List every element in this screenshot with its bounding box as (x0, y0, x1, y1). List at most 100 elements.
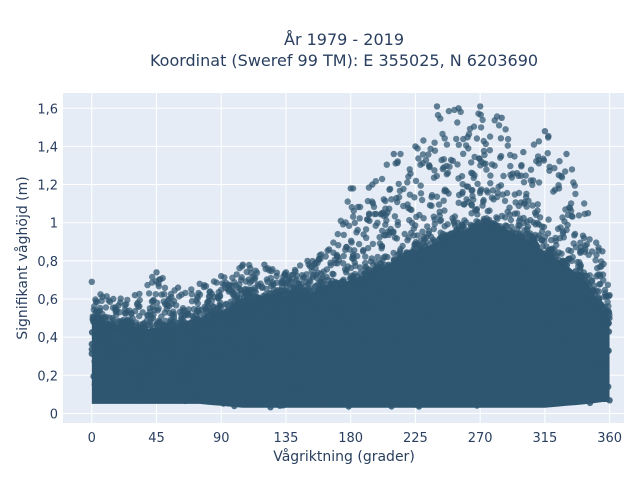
scatter-point (374, 253, 381, 261)
scatter-point (583, 329, 591, 337)
scatter-point (327, 262, 334, 269)
scatter-point (153, 321, 160, 328)
scatter-point (127, 352, 134, 359)
scatter-point (549, 348, 556, 356)
scatter-point (201, 354, 208, 361)
scatter-point (504, 240, 511, 247)
scatter-point (420, 262, 428, 269)
scatter-point (473, 205, 481, 213)
scatter-point (169, 300, 176, 307)
scatter-point (469, 192, 476, 200)
scatter-point (369, 240, 377, 248)
scatter-point (496, 289, 503, 296)
scatter-point (340, 260, 347, 267)
scatter-point (399, 364, 407, 372)
scatter-point (248, 378, 255, 386)
scatter-point (439, 342, 446, 350)
scatter-point (479, 202, 486, 209)
scatter-point (224, 339, 231, 347)
scatter-point (267, 355, 274, 363)
scatter-point (431, 167, 438, 174)
scatter-point (161, 284, 169, 291)
scatter-point (346, 295, 354, 302)
scatter-point (547, 286, 554, 293)
scatter-point (326, 362, 333, 370)
scatter-point (465, 234, 473, 241)
scatter-point (208, 368, 215, 376)
scatter-point (405, 204, 412, 212)
scatter-point (355, 240, 363, 248)
scatter-point (472, 348, 480, 355)
scatter-point (589, 334, 596, 341)
scatter-point (480, 397, 487, 404)
scatter-point (507, 211, 514, 218)
scatter-point (369, 370, 376, 378)
scatter-point (546, 251, 553, 258)
scatter-point (113, 396, 121, 403)
scatter-point (374, 328, 381, 335)
scatter-point (340, 300, 347, 308)
scatter-point (210, 303, 217, 310)
scatter-point (415, 246, 422, 254)
scatter-point (116, 318, 123, 325)
scatter-point (239, 261, 246, 268)
scatter-point (588, 347, 595, 355)
scatter-point (480, 196, 487, 204)
scatter-point (367, 325, 374, 332)
scatter-point (108, 378, 115, 385)
scatter-point (295, 381, 303, 388)
scatter-point (342, 310, 350, 318)
scatter-point (390, 255, 398, 263)
scatter-point (406, 191, 414, 198)
scatter-point (543, 243, 550, 250)
scatter-point (286, 313, 294, 321)
scatter-point (433, 337, 441, 344)
scatter-point (455, 141, 462, 148)
scatter-point (411, 274, 419, 282)
scatter-point (488, 352, 495, 359)
scatter-point (400, 202, 407, 210)
scatter-point (465, 145, 472, 152)
scatter-point (433, 193, 441, 200)
scatter-point (487, 339, 494, 346)
scatter-point (535, 160, 543, 167)
scatter-point (486, 207, 493, 214)
scatter-point (593, 386, 600, 393)
scatter-point (488, 194, 496, 201)
scatter-point (512, 339, 519, 346)
scatter-point (269, 347, 276, 355)
scatter-point (237, 390, 244, 397)
scatter-point (535, 179, 543, 186)
scatter-point (259, 341, 266, 348)
scatter-point (362, 325, 369, 332)
scatter-point (404, 291, 411, 298)
scatter-point (353, 280, 360, 287)
scatter-point (545, 271, 553, 278)
scatter-point (375, 287, 382, 295)
x-tick-labels: 0 45 90 135 180 225 270 315 360 (88, 431, 622, 446)
scatter-point (558, 289, 566, 296)
scatter-point (117, 295, 124, 302)
scatter-point (496, 319, 504, 326)
scatter-point (194, 392, 202, 400)
scatter-point (586, 362, 593, 369)
scatter-point (483, 377, 491, 385)
scatter-point (103, 385, 110, 392)
scatter-point (382, 253, 389, 260)
scatter-point (218, 272, 225, 280)
scatter-point (356, 215, 363, 222)
scatter-point (489, 187, 497, 194)
scatter-point (235, 373, 243, 380)
scatter-point (275, 290, 282, 298)
scatter-point (546, 163, 553, 170)
scatter-point (480, 218, 487, 225)
scatter-point (475, 325, 483, 332)
scatter-point (276, 347, 283, 354)
scatter-point (328, 388, 335, 395)
scatter-point (510, 391, 517, 398)
scatter-point (399, 328, 406, 336)
scatter-point (437, 348, 444, 355)
scatter-point (445, 357, 453, 364)
scatter-point (530, 319, 537, 326)
scatter-point (394, 251, 401, 258)
